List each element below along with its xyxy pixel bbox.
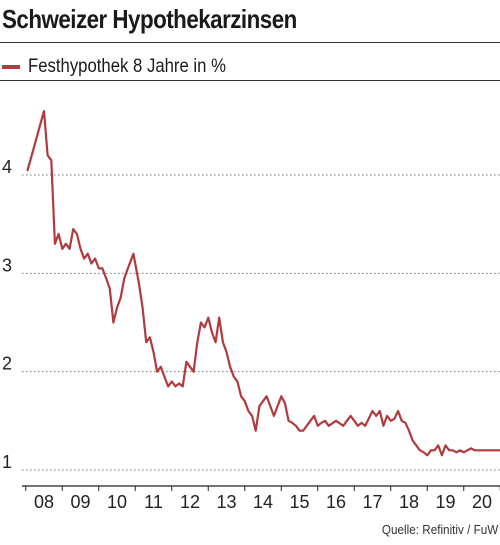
y-tick-label: 4 bbox=[2, 157, 12, 177]
grid-layer bbox=[22, 174, 500, 471]
legend-divider bbox=[0, 80, 500, 81]
x-tick-label: 20 bbox=[472, 492, 492, 512]
x-tick-label: 19 bbox=[435, 492, 455, 512]
x-tick-label: 13 bbox=[216, 492, 236, 512]
x-tick-label: 09 bbox=[70, 492, 90, 512]
series-layer bbox=[26, 109, 500, 457]
series-line-0 bbox=[26, 109, 500, 457]
x-tick-label: 15 bbox=[289, 492, 309, 512]
x-tick-label: 17 bbox=[362, 492, 382, 512]
source-note: Quelle: Refinitiv / FuW bbox=[381, 522, 498, 537]
x-tick-label: 11 bbox=[144, 492, 163, 512]
x-tick-label: 16 bbox=[326, 492, 346, 512]
legend-label: Festhypothek 8 Jahre in % bbox=[28, 56, 226, 77]
y-tick-label: 1 bbox=[2, 452, 12, 472]
x-tick-label: 08 bbox=[34, 492, 54, 512]
x-tick-label: 14 bbox=[253, 492, 273, 512]
x-tick-label: 10 bbox=[107, 492, 127, 512]
legend-swatch bbox=[2, 65, 20, 69]
y-tick-label: 2 bbox=[2, 354, 12, 374]
chart-title: Schweizer Hypothekarzinsen bbox=[2, 4, 297, 34]
x-tick-label: 18 bbox=[399, 492, 419, 512]
title-divider bbox=[0, 42, 500, 43]
legend: Festhypothek 8 Jahre in % bbox=[2, 56, 253, 78]
y-tick-label: 3 bbox=[2, 255, 12, 275]
x-tick-label: 12 bbox=[180, 492, 200, 512]
